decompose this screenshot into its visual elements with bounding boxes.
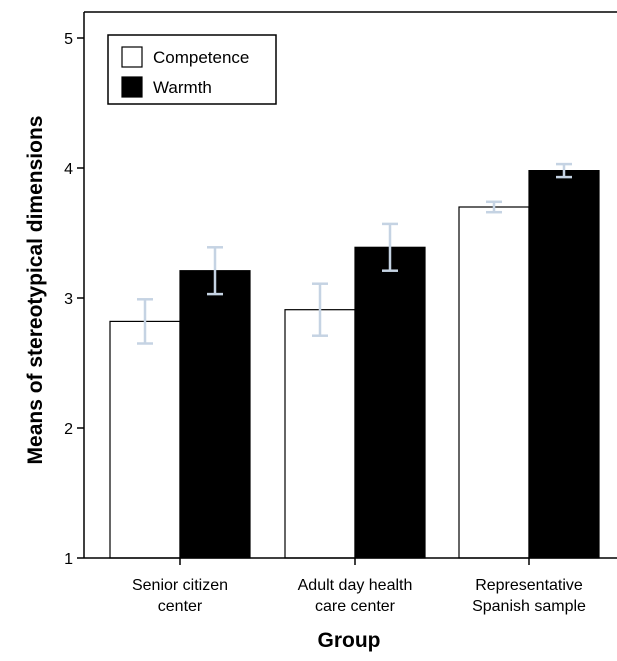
bar-warmth-3 <box>528 170 600 559</box>
legend-swatch-warmth <box>121 76 143 98</box>
legend-label-competence: Competence <box>153 48 249 67</box>
x-tick-label: Adult day health care center <box>298 577 413 615</box>
axes: 1 2 3 4 5 Senior citizen center Adult day healt… <box>64 11 617 615</box>
y-tick-label: 4 <box>64 161 73 178</box>
bar-competence-1 <box>109 320 181 559</box>
y-tick-label: 2 <box>64 421 73 438</box>
plot-area <box>109 162 600 559</box>
y-tick-label: 1 <box>64 551 73 568</box>
legend: Competence Warmth <box>107 34 277 105</box>
x-tick-label: Representative Spanish sample <box>472 577 586 615</box>
x-axis-title: Group <box>318 629 381 652</box>
bar-competence-2 <box>284 309 356 559</box>
legend-swatch-competence <box>121 46 143 68</box>
bar-warmth-2 <box>354 246 426 559</box>
bar-warmth-1 <box>179 270 251 559</box>
bar-competence-3 <box>458 206 530 559</box>
y-tick-label: 3 <box>64 291 73 308</box>
legend-label-warmth: Warmth <box>153 78 212 97</box>
x-tick-label: Senior citizen center <box>132 577 228 615</box>
y-axis-title: Means of stereotypical dimensions <box>24 116 47 465</box>
y-tick-label: 5 <box>64 31 73 48</box>
